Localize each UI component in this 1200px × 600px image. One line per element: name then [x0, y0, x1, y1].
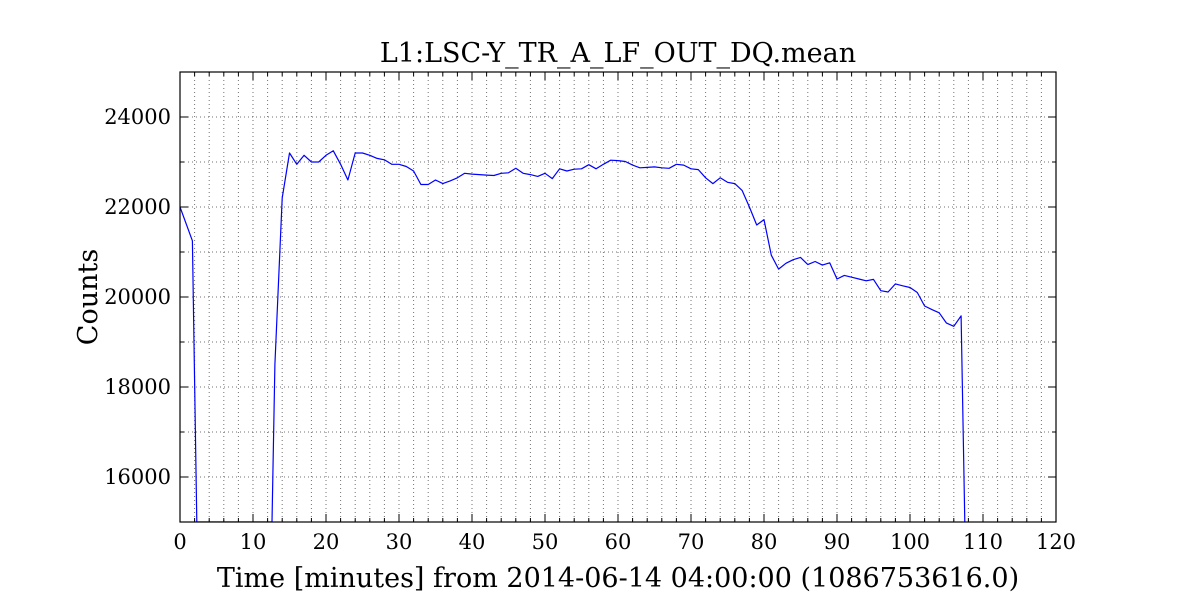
x-tick-label: 60	[605, 530, 632, 554]
y-tick-label: 24000	[104, 105, 171, 129]
x-axis-label: Time [minutes] from 2014-06-14 04:00:00 …	[217, 563, 1019, 594]
y-tick-label: 22000	[104, 195, 171, 219]
y-tick-label: 18000	[104, 375, 171, 399]
x-tick-label: 0	[173, 530, 186, 554]
x-tick-label: 50	[532, 530, 559, 554]
y-tick-label: 16000	[104, 465, 171, 489]
ticks: 0 10 20 30 40 50 60 70 80 90 100 110 120 16000 18000 20…	[104, 72, 1076, 554]
x-tick-label: 30	[386, 530, 413, 554]
y-tick-label: 20000	[104, 285, 171, 309]
y-axis-label: Counts	[73, 249, 104, 345]
x-tick-label: 70	[678, 530, 705, 554]
grid-lines	[180, 72, 1056, 522]
x-tick-label: 120	[1036, 530, 1076, 554]
x-tick-label: 20	[313, 530, 340, 554]
chart-title: L1:LSC-Y_TR_A_LF_OUT_DQ.mean	[380, 38, 856, 69]
x-tick-label: 90	[824, 530, 851, 554]
series-layer	[180, 150, 966, 522]
series-line-0	[180, 150, 966, 522]
x-tick-label: 100	[890, 530, 930, 554]
x-tick-label: 10	[240, 530, 267, 554]
x-tick-label: 40	[459, 530, 486, 554]
x-tick-label: 110	[963, 530, 1003, 554]
x-tick-label: 80	[751, 530, 778, 554]
